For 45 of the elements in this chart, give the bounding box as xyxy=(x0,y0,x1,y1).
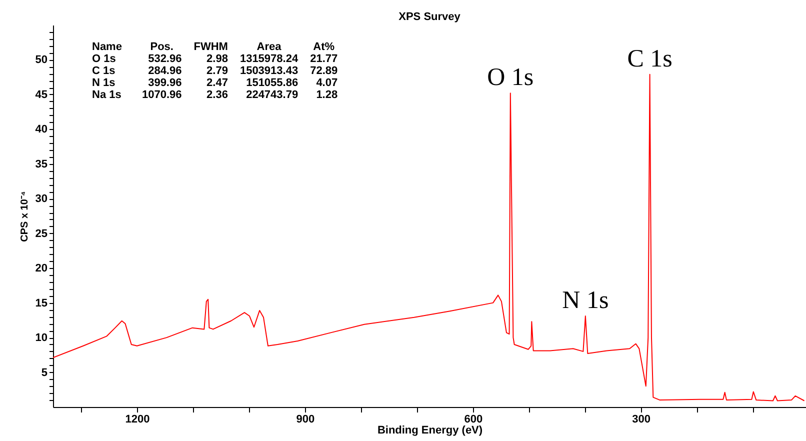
annotation: 399.96 xyxy=(147,77,183,89)
y-tick-label: 10 xyxy=(35,332,48,344)
y-axis-title: CPS x 10⁻⁴ xyxy=(19,191,30,242)
annotation: Pos. xyxy=(149,41,174,53)
x-tick-label: 1200 xyxy=(125,414,150,426)
annotation: 2.98 xyxy=(206,53,229,65)
y-tick-label: 40 xyxy=(35,124,48,136)
y-tick-label: 25 xyxy=(35,228,48,240)
annotation: 1315978.24 xyxy=(238,53,300,65)
annotation: C 1s xyxy=(627,45,672,72)
annotation: 224743.79 xyxy=(245,89,300,101)
annotation: N 1s xyxy=(91,77,116,89)
chart-title: XPS Survey xyxy=(398,11,462,23)
x-axis-title: Binding Energy (eV) xyxy=(377,424,483,436)
y-tick-label: 30 xyxy=(35,193,48,206)
annotation: At% xyxy=(312,41,336,53)
y-tick-label: 35 xyxy=(35,158,48,170)
annotation: 1070.96 xyxy=(140,89,183,101)
annotation: Name xyxy=(91,41,123,53)
y-tick-label: 50 xyxy=(35,54,48,66)
y-tick-label: 5 xyxy=(41,366,48,379)
annotation: O 1s xyxy=(487,64,534,92)
y-tick-label: 15 xyxy=(35,297,48,310)
x-tick-label: 600 xyxy=(464,414,483,426)
annotation: N 1s xyxy=(562,287,609,314)
annotation: 532.96 xyxy=(147,53,183,65)
annotation: O 1s xyxy=(91,53,117,65)
annotation: 4.07 xyxy=(315,77,339,89)
annotation: Na 1s xyxy=(91,89,122,101)
y-tick-label: 20 xyxy=(35,262,48,275)
y-tick-label: 45 xyxy=(35,88,48,101)
annotation: 1.28 xyxy=(315,89,339,101)
annotation: FWHM xyxy=(192,41,229,53)
annotation: 72.89 xyxy=(309,65,339,77)
annotation: 284.96 xyxy=(147,65,183,77)
annotation: 1503913.43 xyxy=(238,65,300,77)
annotation: C 1s xyxy=(91,65,116,77)
annotation: 2.36 xyxy=(206,89,229,101)
annotation: 2.47 xyxy=(206,77,229,89)
annotation: Area xyxy=(256,41,282,53)
annotation: 21.77 xyxy=(309,53,339,65)
x-tick-label: 900 xyxy=(296,414,315,426)
annotation: 2.79 xyxy=(206,65,229,77)
x-tick-label: 300 xyxy=(632,414,651,426)
annotation: 151055.86 xyxy=(245,77,300,89)
